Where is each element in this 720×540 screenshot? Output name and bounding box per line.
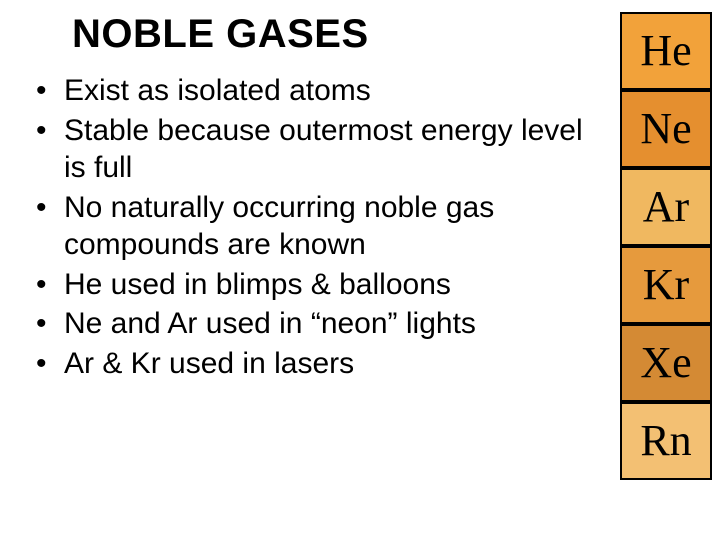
- bullet-item: Exist as isolated atoms: [30, 72, 590, 110]
- bullet-text: Ar & Kr used in lasers: [64, 347, 354, 380]
- element-strip: He Ne Ar Kr Xe Rn: [620, 12, 712, 480]
- element-cell-ne: Ne: [620, 90, 712, 168]
- slide-title: NOBLE GASES: [72, 12, 369, 57]
- element-symbol: Ne: [640, 107, 691, 151]
- bullet-item: He used in blimps & balloons: [30, 266, 590, 304]
- bullet-text: He used in blimps & balloons: [64, 268, 451, 301]
- bullet-text: Ne and Ar used in “neon” lights: [64, 307, 476, 340]
- element-cell-he: He: [620, 12, 712, 90]
- element-cell-ar: Ar: [620, 168, 712, 246]
- bullet-item: Stable because outermost energy level is…: [30, 112, 590, 187]
- element-symbol: He: [640, 29, 691, 73]
- element-symbol: Kr: [643, 263, 689, 307]
- bullet-text: Exist as isolated atoms: [64, 74, 371, 107]
- bullet-item: Ne and Ar used in “neon” lights: [30, 305, 590, 343]
- bullet-item: Ar & Kr used in lasers: [30, 345, 590, 383]
- element-symbol: Rn: [640, 419, 691, 463]
- bullet-item: No naturally occurring noble gas compoun…: [30, 189, 590, 264]
- element-cell-kr: Kr: [620, 246, 712, 324]
- bullet-text: Stable because outermost energy level is…: [64, 114, 583, 185]
- slide: NOBLE GASES Exist as isolated atoms Stab…: [0, 0, 720, 540]
- element-symbol: Ar: [643, 185, 689, 229]
- element-cell-xe: Xe: [620, 324, 712, 402]
- element-symbol: Xe: [640, 341, 691, 385]
- element-cell-rn: Rn: [620, 402, 712, 480]
- bullet-list: Exist as isolated atoms Stable because o…: [30, 72, 590, 384]
- bullet-text: No naturally occurring noble gas compoun…: [64, 191, 494, 262]
